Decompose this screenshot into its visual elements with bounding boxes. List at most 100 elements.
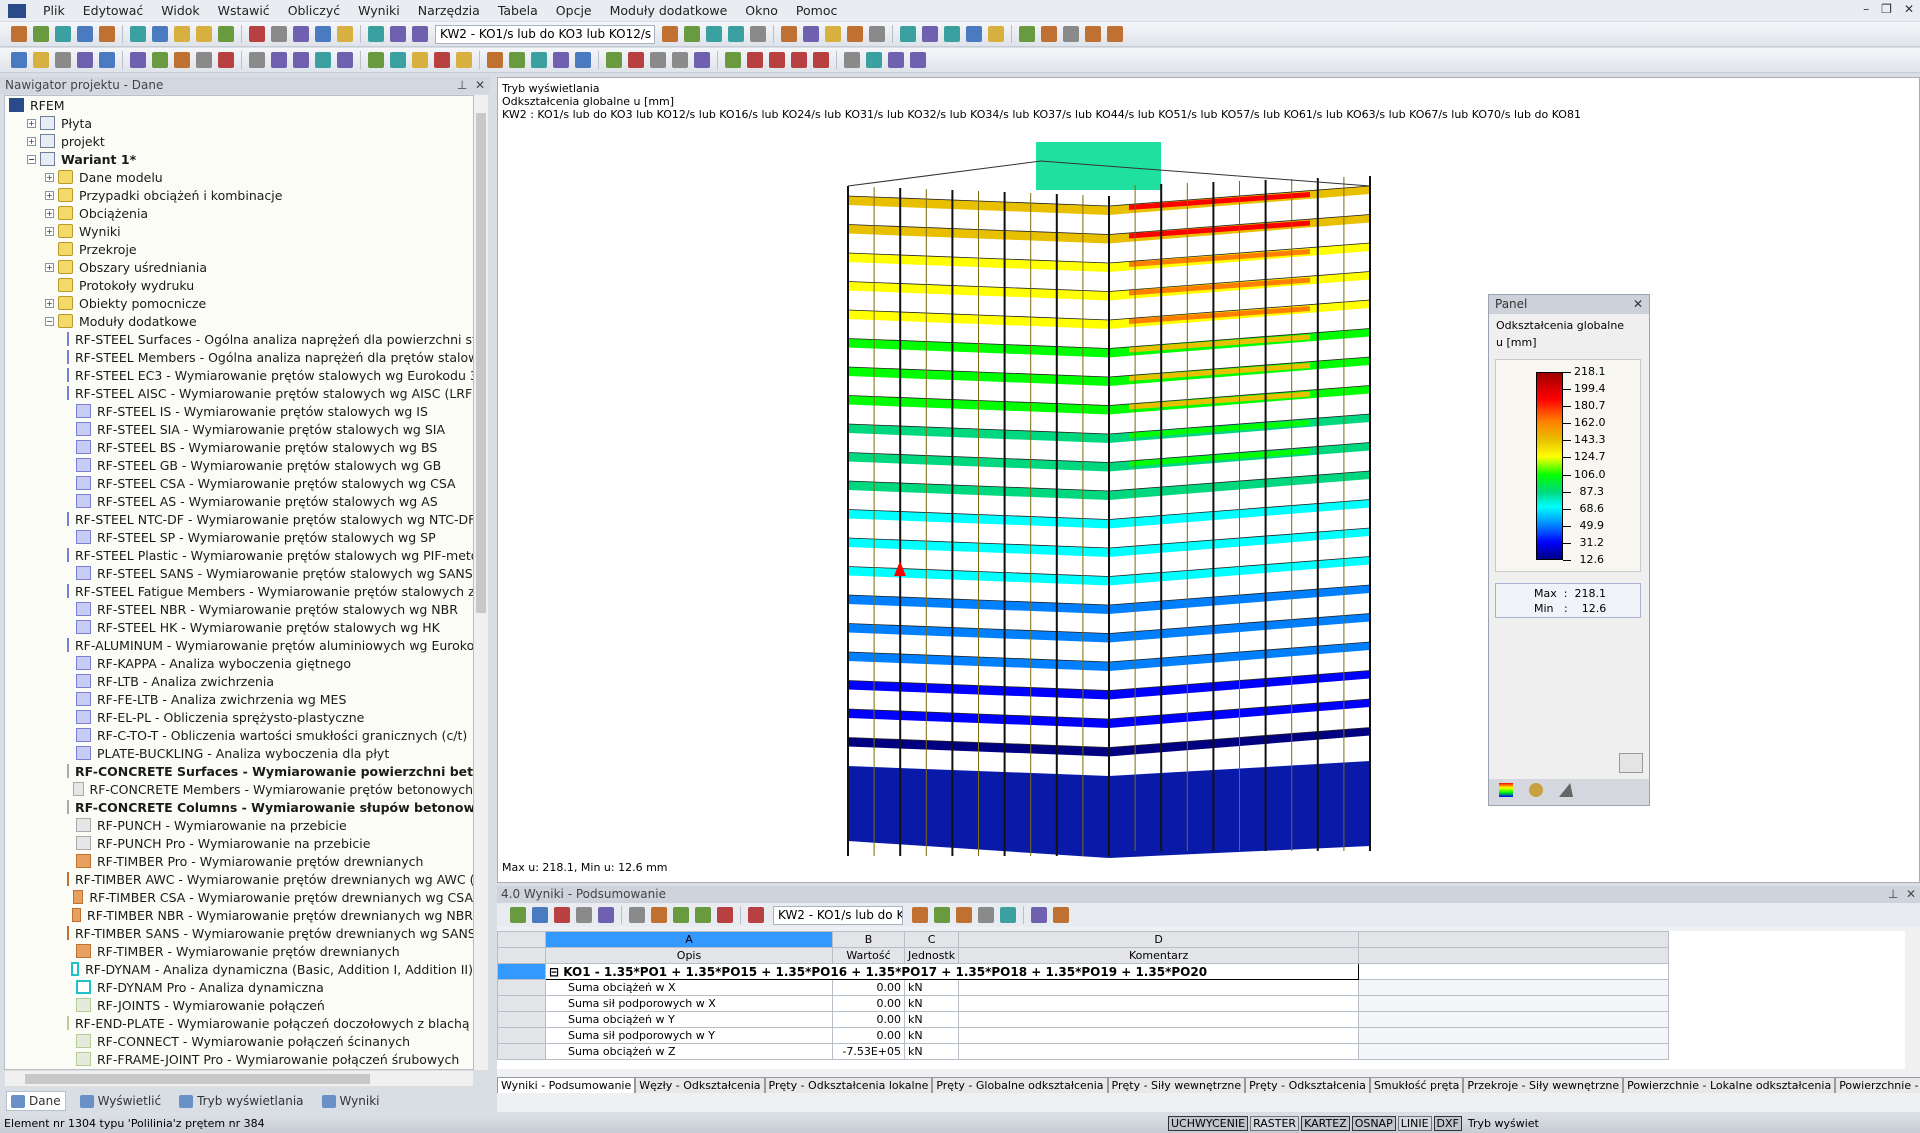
column-header[interactable]: B (832, 931, 905, 948)
results-tab-4[interactable]: Pręty - Siły wewnętrzne (1107, 1077, 1246, 1093)
filter-icon[interactable] (988, 26, 1004, 42)
close-icon[interactable]: ✕ (474, 78, 485, 92)
graph-icon[interactable] (694, 52, 710, 68)
next-icon[interactable] (934, 907, 950, 923)
results-tab-7[interactable]: Przekroje - Siły wewnętrzne (1463, 1077, 1624, 1093)
collapse-icon[interactable]: − (45, 316, 54, 326)
tree-item[interactable]: RF-STEEL SIA - Wymiarowanie prętów stalo… (5, 420, 473, 438)
snap-icon[interactable] (844, 52, 860, 68)
load-imposed-icon[interactable] (487, 52, 503, 68)
moment-icon[interactable] (673, 907, 689, 923)
status-toggle-raster[interactable]: RASTER (1250, 1115, 1300, 1131)
tree-item[interactable]: RF-ALUMINUM - Wymiarowanie prętów alumin… (5, 636, 473, 654)
tree-item[interactable]: RF-STEEL Surfaces - Ogólna analiza naprę… (5, 330, 473, 348)
info-icon[interactable] (978, 907, 994, 923)
results-tab-8[interactable]: Powierzchnie - Lokalne odkształcenia (1623, 1077, 1836, 1093)
expand-icon[interactable]: + (45, 190, 54, 200)
results-tab-3[interactable]: Pręty - Globalne odkształcenia (932, 1077, 1108, 1093)
navigator-tab-0[interactable]: Dane (6, 1091, 66, 1111)
tree-item[interactable]: RF-PUNCH - Wymiarowanie na przebicie (5, 816, 473, 834)
table-grid-icon[interactable] (390, 26, 406, 42)
menu-0[interactable]: Plik (43, 3, 65, 18)
load-member-icon[interactable] (412, 52, 428, 68)
tree-item[interactable]: + Obszary uśredniania (5, 258, 473, 276)
tree-item[interactable]: RF-FRAME-JOINT Pro - Wymiarowanie połącz… (5, 1050, 473, 1068)
dimension-icon[interactable] (174, 52, 190, 68)
export-icon[interactable] (1063, 26, 1079, 42)
load-case-icon[interactable] (412, 26, 428, 42)
zoom-cancel-icon[interactable] (553, 52, 569, 68)
hinge-icon[interactable] (130, 52, 146, 68)
tree-item[interactable]: RF-STEEL SP - Wymiarowanie prętów stalow… (5, 528, 473, 546)
mirror-icon[interactable] (293, 52, 309, 68)
comment-icon[interactable] (196, 52, 212, 68)
move-icon[interactable] (337, 52, 353, 68)
expand-icon[interactable]: + (45, 298, 54, 308)
layer-icon[interactable] (866, 52, 882, 68)
values-icon[interactable] (598, 907, 614, 923)
filter-color-icon[interactable] (576, 907, 592, 923)
tree-item[interactable]: RF-CONCRETE Columns - Wymiarowanie słupó… (5, 798, 473, 816)
node-icon[interactable] (271, 26, 287, 42)
tree-item[interactable]: RF-STEEL GB - Wymiarowanie prętów stalow… (5, 456, 473, 474)
tree-item[interactable]: RF-STEEL SANS - Wymiarowanie prętów stal… (5, 564, 473, 582)
load-node-icon[interactable] (390, 52, 406, 68)
solid-icon[interactable] (249, 52, 265, 68)
xxx-icon[interactable] (781, 26, 797, 42)
render-icon[interactable] (769, 52, 785, 68)
tree-item[interactable]: + Wyniki (5, 222, 473, 240)
group-row[interactable]: ⊟ KO1 - 1.35*PO1 + 1.35*PO15 + 1.35*PO16… (497, 963, 1670, 980)
delete-icon[interactable] (966, 26, 982, 42)
iso-view-icon[interactable] (847, 26, 863, 42)
results-icon[interactable] (706, 26, 722, 42)
sort-icon[interactable] (554, 907, 570, 923)
collapse-icon[interactable]: ⊟ (549, 964, 564, 979)
tree-item[interactable]: RF-STEEL EC3 - Wymiarowanie prętów stalo… (5, 366, 473, 384)
axes-icon[interactable] (628, 52, 644, 68)
status-toggle-kartez[interactable]: KARTEZ (1301, 1115, 1350, 1131)
minimize-icon[interactable]: – (1863, 2, 1870, 16)
tree-item[interactable]: − Wariant 1* (5, 150, 473, 168)
tree-item[interactable]: RF-END-PLATE - Wymiarowanie połączeń doc… (5, 1014, 473, 1032)
select-icon[interactable] (315, 26, 331, 42)
insert-node-icon[interactable] (11, 52, 27, 68)
tree-item[interactable]: RF-STEEL Members - Ogólna analiza napręż… (5, 348, 473, 366)
deformation-icon[interactable] (750, 26, 766, 42)
shear-icon[interactable] (695, 907, 711, 923)
expand-icon[interactable]: + (45, 262, 54, 272)
window-icon[interactable] (337, 26, 353, 42)
graph-icon[interactable] (510, 907, 526, 923)
insert-member-icon[interactable] (55, 52, 71, 68)
menu-7[interactable]: Tabela (497, 3, 538, 18)
tree-item[interactable]: RF-STEEL IS - Wymiarowanie prętów stalow… (5, 402, 473, 420)
measure-icon[interactable] (747, 52, 763, 68)
expand-icon[interactable]: + (27, 118, 36, 128)
tree-item[interactable]: RF-STEEL Plastic - Wymiarowanie prętów s… (5, 546, 473, 564)
tree-item[interactable]: RF-CONNECT - Wymiarowanie połączeń ścina… (5, 1032, 473, 1050)
new-file-icon[interactable] (11, 26, 27, 42)
render-icon[interactable] (869, 26, 885, 42)
table-row[interactable]: Suma sił podporowych w Y 0.00 kN (497, 1027, 1670, 1044)
edit-icon[interactable] (748, 907, 764, 923)
pin-icon[interactable]: ⊥ (456, 78, 468, 92)
panel-settings-button[interactable] (1619, 753, 1643, 773)
tree-item[interactable]: RF-TIMBER AWC - Wymiarowanie prętów drew… (5, 870, 473, 888)
scroll-thumb[interactable] (476, 113, 486, 613)
tree-item[interactable]: Protokoły wydruku (5, 276, 473, 294)
table-row[interactable]: Suma obciążeń w X 0.00 kN (497, 979, 1670, 996)
restore-icon[interactable]: ❐ (1881, 2, 1892, 16)
results-tab-0[interactable]: Wyniki - Podsumowanie (497, 1077, 636, 1093)
rotate-icon[interactable] (368, 52, 384, 68)
values-icon[interactable] (728, 26, 744, 42)
navigator-tab-2[interactable]: Tryb wyświetlania (175, 1092, 307, 1110)
support-icon[interactable] (922, 26, 938, 42)
expand-icon[interactable]: + (45, 226, 54, 236)
tree-item[interactable]: RF-EL-PL - Obliczenia sprężysto-plastycz… (5, 708, 473, 726)
next-icon[interactable] (684, 26, 700, 42)
menu-1[interactable]: Edytować (82, 3, 144, 18)
navigator-tab-1[interactable]: Wyświetlić (76, 1092, 166, 1110)
results-tab-5[interactable]: Pręty - Odkształcenia (1245, 1077, 1370, 1093)
results-tab-1[interactable]: Węzły - Odkształcenia (635, 1077, 765, 1093)
navigator-tab-3[interactable]: Wyniki (318, 1092, 384, 1110)
insert-polyline-icon[interactable] (77, 52, 93, 68)
